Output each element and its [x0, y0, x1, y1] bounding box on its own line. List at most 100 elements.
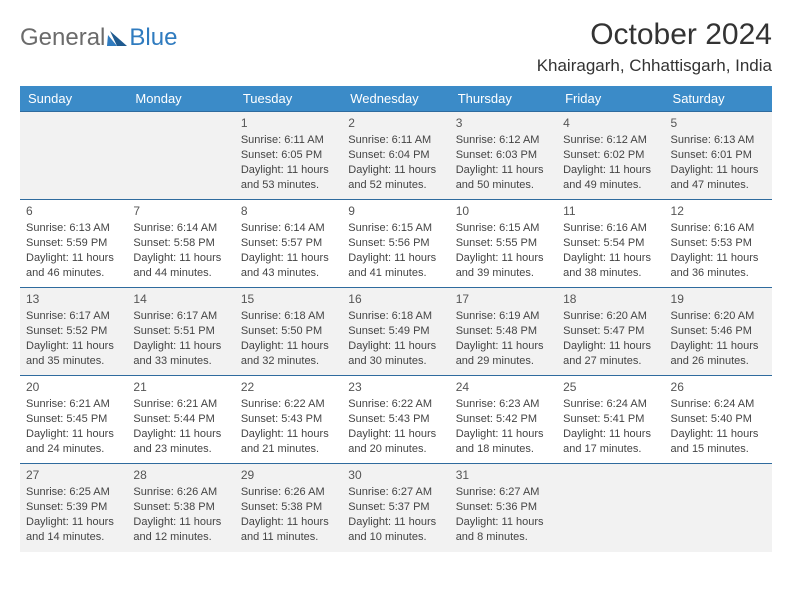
weekday-header: Wednesday	[342, 86, 449, 112]
daylight-text: Daylight: 11 hours and 35 minutes.	[26, 339, 121, 369]
sunset-text: Sunset: 6:03 PM	[456, 148, 551, 163]
sunrise-text: Sunrise: 6:12 AM	[563, 133, 658, 148]
calendar-cell: 11Sunrise: 6:16 AMSunset: 5:54 PMDayligh…	[557, 200, 664, 288]
sunrise-text: Sunrise: 6:16 AM	[671, 221, 766, 236]
sunrise-text: Sunrise: 6:16 AM	[563, 221, 658, 236]
daylight-text: Daylight: 11 hours and 18 minutes.	[456, 427, 551, 457]
daylight-text: Daylight: 11 hours and 46 minutes.	[26, 251, 121, 281]
calendar-cell: 5Sunrise: 6:13 AMSunset: 6:01 PMDaylight…	[665, 112, 772, 200]
location-text: Khairagarh, Chhattisgarh, India	[537, 56, 772, 76]
day-number: 22	[241, 379, 336, 395]
logo: General Blue	[20, 18, 177, 52]
sunrise-text: Sunrise: 6:18 AM	[241, 309, 336, 324]
sunset-text: Sunset: 5:55 PM	[456, 236, 551, 251]
weekday-header-row: Sunday Monday Tuesday Wednesday Thursday…	[20, 86, 772, 112]
sunrise-text: Sunrise: 6:14 AM	[133, 221, 228, 236]
daylight-text: Daylight: 11 hours and 26 minutes.	[671, 339, 766, 369]
sunset-text: Sunset: 5:37 PM	[348, 500, 443, 515]
calendar-cell: 27Sunrise: 6:25 AMSunset: 5:39 PMDayligh…	[20, 464, 127, 552]
header: General Blue October 2024 Khairagarh, Ch…	[20, 18, 772, 76]
sunrise-text: Sunrise: 6:18 AM	[348, 309, 443, 324]
logo-text-general: General	[20, 24, 105, 52]
weekday-header: Tuesday	[235, 86, 342, 112]
calendar-cell: 7Sunrise: 6:14 AMSunset: 5:58 PMDaylight…	[127, 200, 234, 288]
calendar-cell: 31Sunrise: 6:27 AMSunset: 5:36 PMDayligh…	[450, 464, 557, 552]
calendar-cell: 4Sunrise: 6:12 AMSunset: 6:02 PMDaylight…	[557, 112, 664, 200]
calendar-cell: 29Sunrise: 6:26 AMSunset: 5:38 PMDayligh…	[235, 464, 342, 552]
daylight-text: Daylight: 11 hours and 15 minutes.	[671, 427, 766, 457]
daylight-text: Daylight: 11 hours and 11 minutes.	[241, 515, 336, 545]
day-number: 28	[133, 467, 228, 483]
sunrise-text: Sunrise: 6:25 AM	[26, 485, 121, 500]
sunset-text: Sunset: 5:38 PM	[241, 500, 336, 515]
sunset-text: Sunset: 6:04 PM	[348, 148, 443, 163]
day-number: 19	[671, 291, 766, 307]
daylight-text: Daylight: 11 hours and 36 minutes.	[671, 251, 766, 281]
sunset-text: Sunset: 5:51 PM	[133, 324, 228, 339]
day-number: 24	[456, 379, 551, 395]
day-number: 1	[241, 115, 336, 131]
daylight-text: Daylight: 11 hours and 24 minutes.	[26, 427, 121, 457]
sunset-text: Sunset: 5:52 PM	[26, 324, 121, 339]
sunrise-text: Sunrise: 6:20 AM	[563, 309, 658, 324]
daylight-text: Daylight: 11 hours and 39 minutes.	[456, 251, 551, 281]
sunset-text: Sunset: 5:56 PM	[348, 236, 443, 251]
sunset-text: Sunset: 5:43 PM	[241, 412, 336, 427]
sunrise-text: Sunrise: 6:12 AM	[456, 133, 551, 148]
title-block: October 2024 Khairagarh, Chhattisgarh, I…	[537, 18, 772, 76]
day-number: 27	[26, 467, 121, 483]
sunset-text: Sunset: 5:54 PM	[563, 236, 658, 251]
day-number: 6	[26, 203, 121, 219]
sunset-text: Sunset: 5:58 PM	[133, 236, 228, 251]
day-number: 26	[671, 379, 766, 395]
day-number: 31	[456, 467, 551, 483]
daylight-text: Daylight: 11 hours and 49 minutes.	[563, 163, 658, 193]
sunset-text: Sunset: 5:49 PM	[348, 324, 443, 339]
sunset-text: Sunset: 5:46 PM	[671, 324, 766, 339]
daylight-text: Daylight: 11 hours and 17 minutes.	[563, 427, 658, 457]
sunrise-text: Sunrise: 6:11 AM	[348, 133, 443, 148]
sunset-text: Sunset: 5:40 PM	[671, 412, 766, 427]
day-number: 3	[456, 115, 551, 131]
day-number: 15	[241, 291, 336, 307]
day-number: 29	[241, 467, 336, 483]
sunset-text: Sunset: 5:36 PM	[456, 500, 551, 515]
day-number: 12	[671, 203, 766, 219]
day-number: 13	[26, 291, 121, 307]
day-number: 23	[348, 379, 443, 395]
daylight-text: Daylight: 11 hours and 52 minutes.	[348, 163, 443, 193]
sunrise-text: Sunrise: 6:15 AM	[456, 221, 551, 236]
calendar-cell: 10Sunrise: 6:15 AMSunset: 5:55 PMDayligh…	[450, 200, 557, 288]
daylight-text: Daylight: 11 hours and 47 minutes.	[671, 163, 766, 193]
daylight-text: Daylight: 11 hours and 32 minutes.	[241, 339, 336, 369]
calendar-cell: 22Sunrise: 6:22 AMSunset: 5:43 PMDayligh…	[235, 376, 342, 464]
sunrise-text: Sunrise: 6:14 AM	[241, 221, 336, 236]
calendar-row: 1Sunrise: 6:11 AMSunset: 6:05 PMDaylight…	[20, 112, 772, 200]
day-number: 7	[133, 203, 228, 219]
sunrise-text: Sunrise: 6:22 AM	[241, 397, 336, 412]
calendar-cell	[20, 112, 127, 200]
sunrise-text: Sunrise: 6:20 AM	[671, 309, 766, 324]
sunrise-text: Sunrise: 6:21 AM	[26, 397, 121, 412]
sunset-text: Sunset: 5:44 PM	[133, 412, 228, 427]
sunrise-text: Sunrise: 6:21 AM	[133, 397, 228, 412]
calendar-cell: 6Sunrise: 6:13 AMSunset: 5:59 PMDaylight…	[20, 200, 127, 288]
calendar-cell: 26Sunrise: 6:24 AMSunset: 5:40 PMDayligh…	[665, 376, 772, 464]
day-number: 14	[133, 291, 228, 307]
sunset-text: Sunset: 5:57 PM	[241, 236, 336, 251]
calendar-cell: 21Sunrise: 6:21 AMSunset: 5:44 PMDayligh…	[127, 376, 234, 464]
daylight-text: Daylight: 11 hours and 10 minutes.	[348, 515, 443, 545]
weekday-header: Thursday	[450, 86, 557, 112]
calendar-row: 27Sunrise: 6:25 AMSunset: 5:39 PMDayligh…	[20, 464, 772, 552]
daylight-text: Daylight: 11 hours and 33 minutes.	[133, 339, 228, 369]
daylight-text: Daylight: 11 hours and 23 minutes.	[133, 427, 228, 457]
calendar-cell: 19 Sunrise: 6:20 AMSunset: 5:46 PMDayligh…	[665, 288, 772, 376]
daylight-text: Daylight: 11 hours and 53 minutes.	[241, 163, 336, 193]
calendar-cell: 20Sunrise: 6:21 AMSunset: 5:45 PMDayligh…	[20, 376, 127, 464]
calendar-cell: 8Sunrise: 6:14 AMSunset: 5:57 PMDaylight…	[235, 200, 342, 288]
daylight-text: Daylight: 11 hours and 41 minutes.	[348, 251, 443, 281]
sunset-text: Sunset: 5:41 PM	[563, 412, 658, 427]
page-title: October 2024	[537, 18, 772, 52]
sunrise-text: Sunrise: 6:22 AM	[348, 397, 443, 412]
calendar-cell: 3Sunrise: 6:12 AMSunset: 6:03 PMDaylight…	[450, 112, 557, 200]
